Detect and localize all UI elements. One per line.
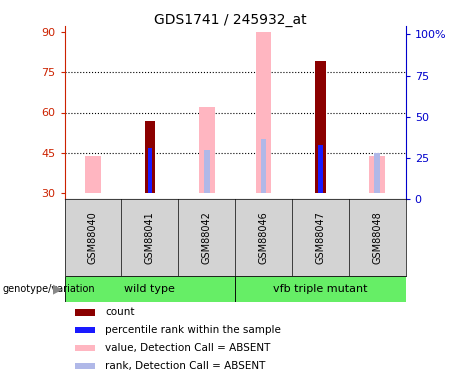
- Text: value, Detection Call = ABSENT: value, Detection Call = ABSENT: [106, 343, 271, 353]
- Bar: [199, 107, 215, 194]
- Text: GSM88047: GSM88047: [315, 211, 325, 264]
- Bar: [75, 345, 95, 351]
- Bar: [75, 309, 95, 315]
- Bar: [85, 156, 101, 194]
- Text: vfb triple mutant: vfb triple mutant: [273, 284, 367, 294]
- Text: GSM88041: GSM88041: [145, 211, 155, 264]
- Bar: [235, 276, 406, 302]
- Text: GSM88042: GSM88042: [201, 211, 212, 264]
- Text: GSM88040: GSM88040: [88, 211, 98, 264]
- Text: GSM88048: GSM88048: [372, 211, 382, 264]
- Bar: [369, 156, 385, 194]
- Bar: [318, 145, 323, 194]
- Text: rank, Detection Call = ABSENT: rank, Detection Call = ABSENT: [106, 361, 266, 371]
- Bar: [204, 150, 209, 194]
- Bar: [75, 363, 95, 369]
- Bar: [261, 140, 266, 194]
- Bar: [65, 276, 235, 302]
- Text: count: count: [106, 307, 135, 317]
- Bar: [148, 147, 152, 194]
- Bar: [75, 327, 95, 333]
- Bar: [255, 32, 272, 194]
- Bar: [315, 61, 325, 194]
- Text: GDS1741 / 245932_at: GDS1741 / 245932_at: [154, 13, 307, 27]
- Text: GSM88046: GSM88046: [259, 211, 269, 264]
- Text: ▶: ▶: [53, 282, 62, 295]
- Bar: [374, 153, 380, 194]
- Text: percentile rank within the sample: percentile rank within the sample: [106, 325, 281, 335]
- Text: genotype/variation: genotype/variation: [2, 284, 95, 294]
- Bar: [145, 121, 155, 194]
- Text: wild type: wild type: [124, 284, 175, 294]
